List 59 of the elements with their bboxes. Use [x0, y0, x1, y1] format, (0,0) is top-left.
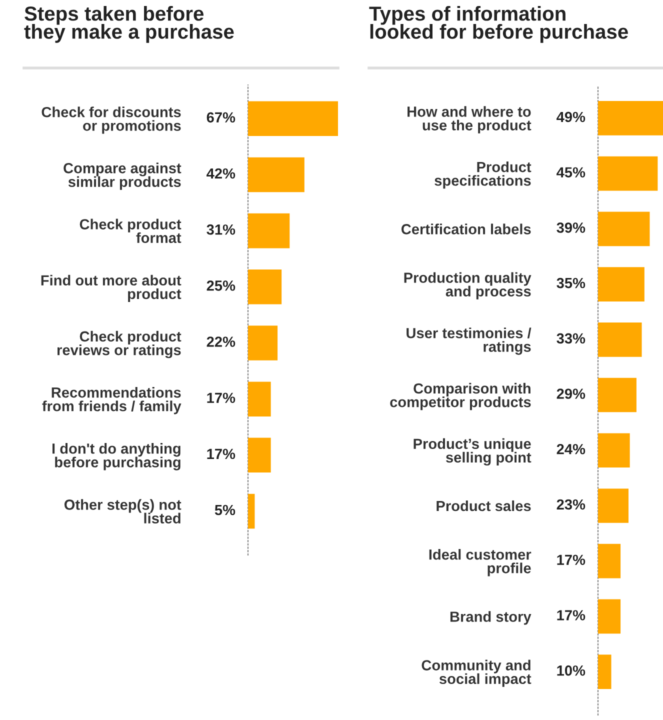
bar: [598, 156, 658, 191]
bar: [248, 101, 338, 136]
data-label: 33%: [556, 333, 586, 344]
y-tick-label: Compare against similar products: [64, 162, 182, 190]
bar: [248, 438, 271, 473]
y-tick-label: Ideal customer profile: [429, 549, 532, 576]
data-label: 67%: [206, 112, 236, 123]
y-tick-label: User testimonies / ratings: [406, 328, 532, 355]
chart-title: Types of information looked for before purchase: [369, 6, 628, 43]
y-tick-label: Check product format: [80, 218, 182, 244]
y-tick-label: Product sales: [436, 500, 531, 512]
bar: [598, 378, 636, 412]
bar: [598, 322, 642, 357]
y-tick-label: Check product reviews or ratings: [57, 330, 182, 358]
y-tick-label: Find out more about product: [41, 274, 182, 302]
bar: [598, 544, 621, 578]
data-label: 5%: [214, 504, 236, 516]
data-label: 39%: [556, 222, 586, 233]
bar: [598, 267, 644, 302]
y-tick-label: Other step(s) not listed: [64, 499, 182, 524]
data-label: 25%: [206, 280, 236, 291]
data-label: 17%: [207, 448, 236, 460]
y-tick-label: Certification labels: [401, 224, 531, 234]
y-tick-label: Recommendations from friends / family: [42, 387, 182, 414]
data-label: 35%: [556, 278, 586, 288]
data-label: 23%: [556, 499, 586, 510]
y-tick-label: Check for discounts or promotions: [42, 106, 181, 134]
y-tick-label: Product’s unique selling point: [414, 438, 532, 466]
data-label: 49%: [556, 112, 586, 122]
bar: [248, 213, 290, 248]
bar: [598, 101, 663, 136]
data-label: 45%: [556, 167, 586, 178]
data-label: 17%: [557, 554, 586, 565]
bar: [248, 494, 255, 529]
y-tick-label: Community and social impact: [422, 660, 532, 687]
data-label: 17%: [207, 392, 236, 403]
bar: [248, 326, 278, 360]
data-label: 42%: [206, 168, 236, 179]
data-label: 17%: [557, 610, 586, 620]
bar: [598, 599, 621, 634]
chart-title: Steps taken before they make a purchase: [24, 6, 234, 43]
y-tick-label: Product specifications: [434, 161, 532, 189]
data-label: 31%: [206, 224, 236, 235]
bar: [248, 157, 304, 192]
y-tick-label: Brand story: [450, 611, 532, 625]
data-label: 22%: [206, 336, 236, 347]
y-tick-label: I don't do anything before purchasing: [52, 443, 180, 470]
bar: [598, 654, 612, 689]
data-label: 29%: [556, 388, 586, 399]
bar: [598, 212, 650, 246]
bar: [598, 488, 629, 523]
y-tick-label: Comparison with competitor products: [390, 382, 531, 410]
data-label: 24%: [556, 444, 586, 454]
bar: [248, 270, 282, 304]
bar: [598, 433, 630, 468]
y-tick-label: Production quality and process: [404, 272, 532, 300]
y-tick-label: How and where to use the product: [408, 106, 532, 134]
data-label: 10%: [557, 665, 586, 676]
bar: [248, 382, 271, 416]
